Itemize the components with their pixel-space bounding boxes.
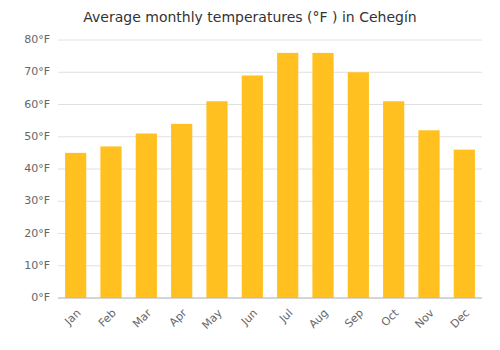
bar — [383, 101, 404, 298]
bar — [171, 124, 192, 298]
bar — [312, 53, 333, 298]
y-axis: 0°F 10°F 20°F 30°F 40°F 50°F 60°F 70°F 80°F — [24, 33, 482, 304]
bar — [242, 75, 263, 298]
y-tick-label: 60°F — [24, 98, 50, 111]
bar — [348, 72, 369, 298]
x-tick-label: Mar — [130, 306, 154, 330]
grid-line — [58, 72, 482, 73]
x-tick-label: Nov — [412, 306, 437, 331]
y-tick-label: 30°F — [24, 194, 50, 207]
x-axis-line — [58, 298, 482, 299]
x-tick-label: Jul — [276, 307, 295, 326]
y-tick-label: 40°F — [24, 162, 50, 175]
y-tick-label: 50°F — [24, 130, 50, 143]
x-tick-label: Apr — [167, 306, 190, 329]
grid-line — [58, 298, 482, 299]
y-tick-label: 70°F — [24, 65, 50, 78]
y-tick-label: 10°F — [24, 259, 50, 272]
x-tick-label: Aug — [306, 307, 330, 331]
x-tick-label: Sep — [342, 307, 366, 331]
x-axis: Jan Feb Mar Apr May Jun Jul Aug Sep Oct Nov Dec — [62, 306, 473, 332]
x-tick-label: May — [199, 306, 225, 332]
x-tick-label: Dec — [448, 307, 472, 331]
x-tick-label: Feb — [96, 307, 119, 330]
bar — [65, 153, 86, 298]
chart: 0°F 10°F 20°F 30°F 40°F 50°F 60°F 70°F 80°F Jan Fe… — [0, 0, 500, 350]
bar — [100, 146, 121, 298]
bar — [277, 53, 298, 298]
y-tick-label: 20°F — [24, 227, 50, 240]
y-tick-label: 80°F — [24, 33, 50, 46]
bar — [418, 130, 439, 298]
bar — [454, 150, 475, 298]
y-tick-label: 0°F — [31, 291, 50, 304]
bar — [136, 134, 157, 298]
title: Average monthly temperatures (°F ) in Ce… — [83, 9, 416, 25]
x-tick-label: Jan — [62, 307, 84, 329]
x-tick-label: Jun — [238, 307, 260, 329]
bars — [65, 53, 475, 298]
grid-line — [58, 104, 482, 105]
x-tick-label: Oct — [379, 306, 402, 329]
grid-line — [58, 40, 482, 41]
bar — [206, 101, 227, 298]
chart-container: 0°F 10°F 20°F 30°F 40°F 50°F 60°F 70°F 80°F Jan Fe… — [0, 0, 500, 350]
